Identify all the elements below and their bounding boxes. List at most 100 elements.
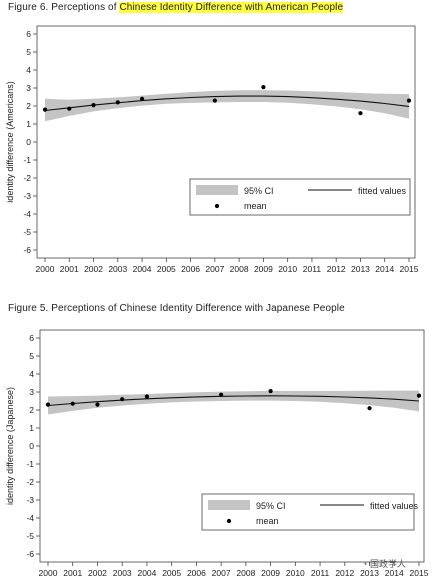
legend-ci-label: 95% CI [256, 501, 286, 511]
figure-5-chart: -6 -5 -4 -3 -2 -1 0 1 2 3 4 5 6 2000 2001 2002 2003 2004 2… [5, 329, 429, 578]
mean-point [268, 389, 273, 394]
figure-5-label: Figure 5. [8, 303, 49, 314]
mean-point [91, 103, 96, 108]
y-tick-label: -4 [23, 209, 31, 219]
x-tick-label: 2002 [88, 568, 107, 578]
legend-mean-label: mean [244, 201, 267, 211]
legend-mean-label: mean [256, 516, 279, 526]
x-tick-label: 2013 [360, 568, 379, 578]
figure-5-title: Figure 5. Perceptions of Chinese Identit… [8, 303, 345, 314]
mean-point [212, 98, 217, 103]
y-tick-label: 1 [26, 119, 31, 129]
x-tick-label: 2006 [187, 568, 206, 578]
y-tick-label: 4 [26, 65, 31, 75]
y-tick-label: -4 [26, 513, 34, 523]
mean-point [67, 106, 72, 111]
x-tick-label: 2008 [230, 264, 249, 274]
y-tick-label: 3 [26, 83, 31, 93]
y-tick-label: -3 [26, 495, 34, 505]
mean-point [120, 397, 125, 402]
y-tick-label: 6 [26, 29, 31, 39]
fitted-line [47, 395, 420, 407]
legend-ci-swatch [208, 500, 250, 510]
legend-box [201, 493, 415, 531]
figure-6-title: Figure 6. Perceptions of Chinese Identit… [8, 2, 344, 13]
mean-point [261, 85, 266, 90]
x-tick-label: 2005 [162, 568, 181, 578]
y-tick-label: 6 [29, 333, 34, 343]
mean-point [95, 402, 100, 407]
x-tick-label: 2011 [311, 568, 330, 578]
x-tick-label: 2007 [212, 568, 231, 578]
legend-box [189, 178, 411, 216]
x-tick-label: 2013 [351, 264, 370, 274]
y-tick-label: -2 [26, 477, 34, 487]
y-tick-label: -1 [26, 459, 34, 469]
fitted-line [44, 95, 410, 112]
mean-point [42, 107, 48, 112]
x-tick-label: 2003 [113, 568, 132, 578]
x-tick-label: 2012 [335, 568, 354, 578]
figure-6-title-highlight: Chinese Identity Difference with America… [119, 2, 344, 13]
y-tick-label: 5 [29, 351, 34, 361]
x-tick-label: 2006 [181, 264, 200, 274]
x-tick-label: 2010 [278, 264, 297, 274]
x-tick-label: 2003 [108, 264, 127, 274]
y-tick-label: 3 [29, 387, 34, 397]
legend-mean-swatch [226, 518, 232, 524]
y-tick-label: -5 [26, 531, 34, 541]
figure-6-title-plain: Perceptions of [51, 2, 117, 13]
figure-6-label: Figure 6. [8, 2, 49, 13]
mean-point [219, 392, 224, 397]
y-tick-label: -1 [23, 155, 31, 165]
mean-point [367, 406, 372, 411]
mean-point [115, 100, 120, 105]
ci-band [45, 90, 409, 122]
x-tick-label: 2008 [236, 568, 255, 578]
x-tick-label: 2012 [327, 264, 346, 274]
mean-point [144, 394, 150, 399]
y-tick-label: -5 [23, 227, 31, 237]
mean-point [139, 96, 145, 101]
figure-5-title-plain: Perceptions of Chinese Identity Differen… [51, 303, 345, 314]
y-tick-label: -2 [23, 173, 31, 183]
wechat-icon: ◔ [362, 559, 368, 569]
watermark-text: 国政学人 [369, 559, 406, 569]
x-tick-label: 2002 [84, 264, 103, 274]
figure-6-chart: -6 -5 -4 -3 -2 -1 0 1 2 3 4 5 6 2000 2001 2002 2003 2004 2… [5, 25, 419, 274]
y-tick-label: 4 [29, 369, 34, 379]
x-tick-label: 2004 [133, 264, 152, 274]
y-tick-label: -6 [23, 245, 31, 255]
legend-fitted-label: fitted values [358, 186, 407, 196]
x-tick-label: 2001 [60, 264, 79, 274]
y-tick-label: 5 [26, 47, 31, 57]
x-tick-label: 2009 [254, 264, 273, 274]
mean-point [45, 402, 51, 407]
x-tick-label: 2014 [375, 264, 394, 274]
mean-point [416, 393, 422, 398]
y-axis-label: identity difference (Japanese) [5, 387, 15, 505]
x-tick-label: 2011 [303, 264, 322, 274]
y-tick-label: -6 [26, 549, 34, 559]
legend-ci-label: 95% CI [244, 186, 274, 196]
x-tick-label: 2004 [137, 568, 156, 578]
ci-band [48, 390, 419, 415]
legend-fitted-label: fitted values [370, 501, 419, 511]
x-tick-label: 2001 [63, 568, 82, 578]
mean-point [358, 111, 363, 116]
legend-mean-swatch [214, 203, 220, 209]
y-tick-label: 1 [29, 423, 34, 433]
x-tick-label: 2000 [39, 568, 58, 578]
y-tick-label: 2 [29, 405, 34, 415]
x-tick-label: 2000 [36, 264, 55, 274]
x-tick-label: 2014 [385, 568, 404, 578]
mean-point [70, 401, 75, 406]
mean-point [406, 98, 412, 103]
y-axis-label: identity difference (Americans) [5, 81, 15, 202]
plot-frame [36, 25, 416, 259]
y-tick-label: 0 [29, 441, 34, 451]
y-tick-label: -3 [23, 191, 31, 201]
x-tick-label: 2015 [400, 264, 419, 274]
x-tick-label: 2010 [286, 568, 305, 578]
x-tick-label: 2015 [410, 568, 429, 578]
